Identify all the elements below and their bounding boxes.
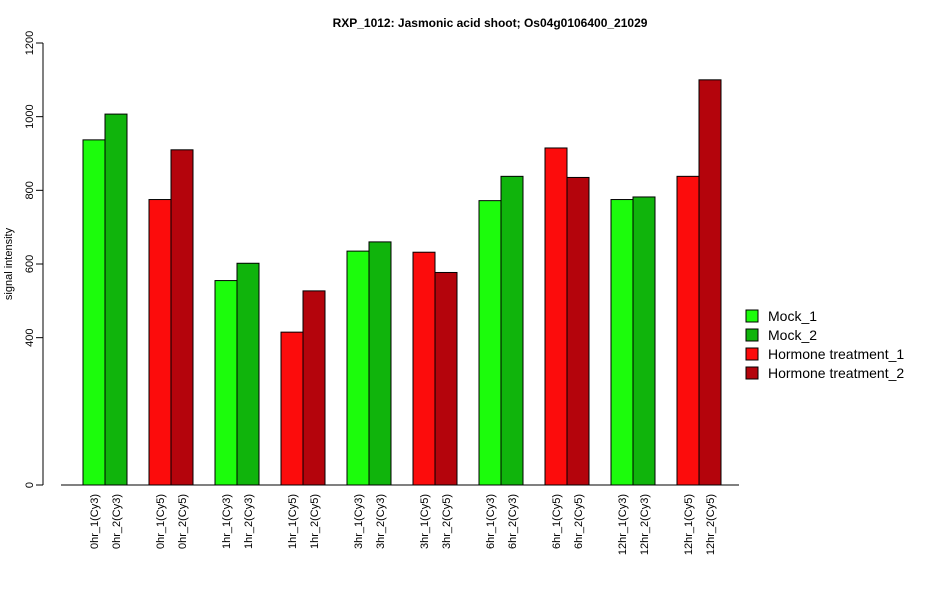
x-tick-label: 12hr_1(Cy3) bbox=[617, 494, 629, 555]
bar bbox=[346, 250, 370, 486]
x-tick-label: 1hr_1(Cy5) bbox=[287, 494, 299, 549]
y-axis-label: signal intensity bbox=[3, 227, 15, 300]
x-tick-label: 1hr_1(Cy3) bbox=[221, 494, 233, 549]
y-tick-label: 800 bbox=[24, 181, 36, 199]
x-tick-label: 0hr_2(Cy5) bbox=[177, 494, 189, 549]
x-tick-label: 6hr_2(Cy3) bbox=[507, 494, 519, 549]
bar bbox=[82, 139, 106, 486]
x-tick-label: 6hr_1(Cy5) bbox=[551, 494, 563, 549]
x-tick-label: 6hr_1(Cy3) bbox=[485, 494, 497, 549]
bar bbox=[500, 175, 524, 486]
x-tick-label: 0hr_1(Cy3) bbox=[89, 494, 101, 549]
bar bbox=[368, 241, 392, 486]
bar bbox=[676, 175, 700, 486]
legend-label: Mock_1 bbox=[768, 308, 817, 324]
x-tick-labels: 0hr_1(Cy3) 0hr_2(Cy3) 0hr_1(Cy5) 0hr_2(Cy5)… bbox=[89, 494, 717, 555]
legend-swatch bbox=[745, 328, 759, 342]
x-tick-label: 3hr_2(Cy3) bbox=[375, 494, 387, 549]
x-tick-label: 12hr_2(Cy5) bbox=[705, 494, 717, 555]
x-tick-label: 12hr_2(Cy3) bbox=[639, 494, 651, 555]
x-tick-label: 0hr_1(Cy5) bbox=[155, 494, 167, 549]
bar bbox=[104, 113, 128, 486]
bar bbox=[434, 271, 458, 486]
y-tick-label: 1200 bbox=[24, 31, 36, 55]
bar bbox=[302, 290, 326, 486]
x-tick-label: 3hr_1(Cy5) bbox=[419, 494, 431, 549]
x-tick-label: 12hr_1(Cy5) bbox=[683, 494, 695, 555]
x-tick-label: 1hr_2(Cy3) bbox=[243, 494, 255, 549]
legend-label: Hormone treatment_1 bbox=[768, 346, 904, 362]
x-tick-label: 1hr_2(Cy5) bbox=[309, 494, 321, 549]
x-tick-label: 3hr_1(Cy3) bbox=[353, 494, 365, 549]
bar bbox=[478, 200, 502, 486]
bar bbox=[170, 149, 194, 486]
x-tick-label: 6hr_2(Cy5) bbox=[573, 494, 585, 549]
bar bbox=[148, 199, 172, 486]
bar bbox=[610, 199, 634, 486]
bars bbox=[82, 79, 722, 486]
bar bbox=[236, 262, 260, 486]
bar bbox=[412, 251, 436, 486]
chart-title: RXP_1012: Jasmonic acid shoot; Os04g0106… bbox=[333, 16, 648, 30]
bar bbox=[566, 176, 590, 486]
bar bbox=[632, 196, 656, 486]
legend-swatch bbox=[745, 366, 759, 380]
y-tick-label: 400 bbox=[24, 328, 36, 346]
bar bbox=[698, 79, 722, 486]
legend-swatch bbox=[745, 347, 759, 361]
bar bbox=[214, 280, 238, 486]
legend-label: Hormone treatment_2 bbox=[768, 365, 904, 381]
x-tick-label: 0hr_2(Cy3) bbox=[111, 494, 123, 549]
y-axis: 0 400 600 800 1000 1200 bbox=[24, 31, 44, 488]
x-tick-label: 3hr_2(Cy5) bbox=[441, 494, 453, 549]
bar bbox=[280, 331, 304, 486]
y-tick-label: 1000 bbox=[24, 104, 36, 128]
legend: Mock_1 Mock_2 Hormone treatment_1 Hormone t… bbox=[745, 308, 904, 381]
legend-swatch bbox=[745, 309, 759, 323]
bar bbox=[544, 147, 568, 486]
y-tick-label: 600 bbox=[24, 255, 36, 273]
y-tick-label: 0 bbox=[24, 482, 36, 488]
legend-label: Mock_2 bbox=[768, 327, 817, 343]
